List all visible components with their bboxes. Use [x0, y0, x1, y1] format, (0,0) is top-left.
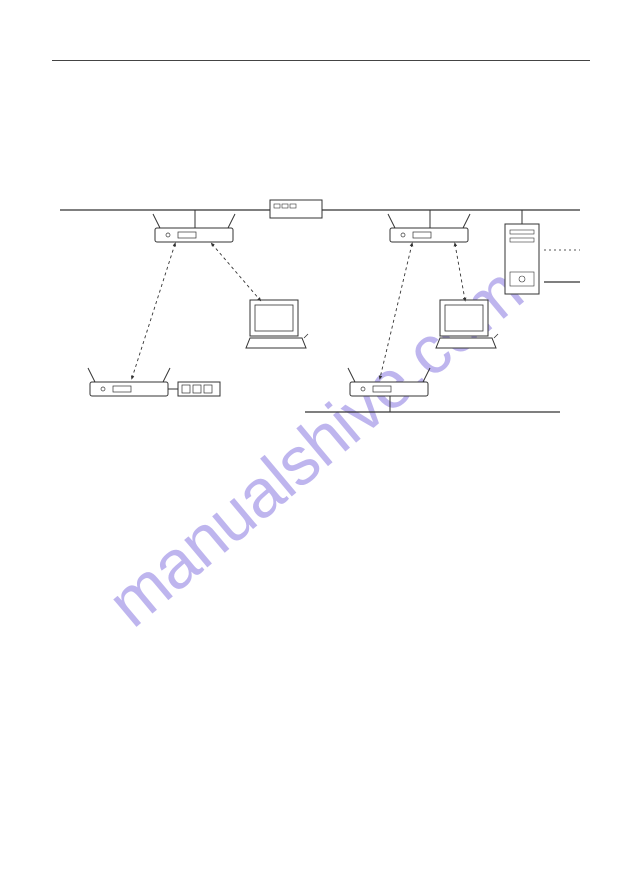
wireless-link [132, 244, 175, 378]
page-rule-top [52, 60, 590, 61]
pc-right-icon [436, 300, 498, 348]
pc-left-icon [246, 300, 308, 348]
access-point-right-icon [388, 214, 470, 242]
wireless-link [212, 244, 260, 300]
server-icon [505, 224, 539, 294]
access-point-left-icon [153, 214, 235, 242]
router-right-icon [348, 368, 430, 396]
router-left-icon [88, 368, 220, 396]
wireless-link [380, 244, 412, 378]
wireless-link [455, 244, 465, 300]
diagram-svg [60, 190, 580, 450]
hub-icon [270, 200, 322, 218]
network-diagram [60, 190, 580, 450]
